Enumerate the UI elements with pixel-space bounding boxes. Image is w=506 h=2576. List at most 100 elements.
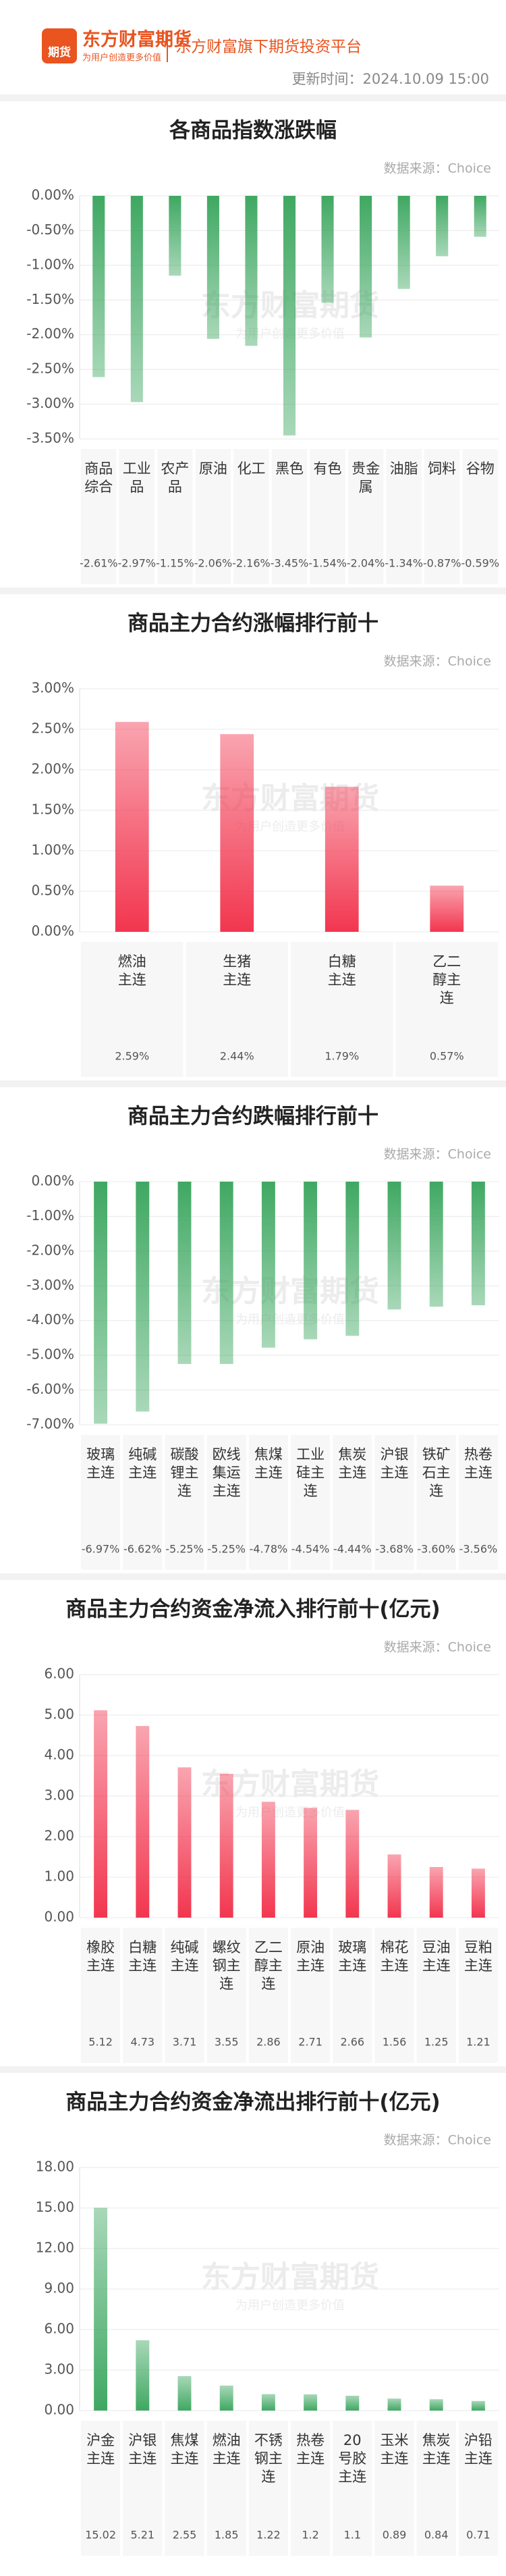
data-source: 数据来源：Choice [384,1640,491,1655]
bar [474,196,486,237]
label-cell [123,1928,163,2063]
label-cell [458,1928,498,2063]
bar [177,1182,192,1364]
x-tick-label: 农产品 [161,461,189,495]
x-tick-label: 沪银主连 [381,1446,409,1481]
x-tick-label: 玻璃主连 [338,1939,366,1974]
bar [471,2400,485,2411]
value-label: 2.71 [298,2036,322,2049]
label-cell [81,1928,121,2063]
y-tick-label: 1.00% [31,842,74,858]
y-tick-label: 5.00 [44,1706,74,1723]
label-cell [291,1928,331,2063]
value-label: -3.45% [271,557,309,570]
section-separator [0,1573,506,1580]
section-separator [0,2066,506,2073]
x-tick-label: 黑色 [275,461,304,477]
label-cell [248,1435,288,1570]
x-tick-label: 热卷主连 [296,2432,325,2467]
bar [206,196,219,339]
label-cell [123,1435,163,1570]
bar [471,1182,485,1306]
x-tick-label: 沪银主连 [128,2432,157,2467]
y-tick-label: -3.00% [26,1277,74,1293]
x-tick-label: 贵金属 [352,461,380,495]
value-label: 5.21 [130,2529,154,2542]
bar [436,196,449,257]
bar [219,2386,233,2411]
bar [136,1182,150,1412]
x-tick-label: 纯碱主连 [171,1939,199,1974]
value-label: 2.44% [220,1050,254,1063]
y-tick-label: 3.00 [44,1787,74,1804]
value-label: -1.15% [156,557,194,570]
label-cell [333,1435,372,1570]
label-cell [165,1928,204,2063]
y-tick-label: 1.50% [31,801,74,818]
bar [325,787,359,932]
label-cell [206,2421,246,2556]
bar [345,1810,360,1918]
bar [429,1182,443,1307]
label-cell [374,1435,414,1570]
x-tick-label: 焦煤主连 [171,2432,199,2467]
x-tick-label: 铁矿石主连 [422,1446,451,1499]
label-cell [347,449,384,584]
x-tick-label: 工业品 [123,461,151,495]
x-tick-label: 玉米主连 [381,2432,409,2467]
data-source: 数据来源：Choice [384,2133,491,2148]
value-label: 2.55 [173,2529,197,2542]
y-tick-label: 2.00% [31,761,74,777]
value-label: -2.06% [194,557,233,570]
x-tick-label: 焦炭主连 [338,1446,366,1481]
y-tick-label: 2.00 [44,1828,74,1844]
label-cell [291,1435,331,1570]
value-label: 3.55 [215,2036,239,2049]
y-tick-label: 0.00 [44,2402,74,2418]
charts: 各商品指数涨跌幅数据来源：Choice东方财富期货为用户创造更多价值0.00%-… [0,95,506,2556]
value-label: 0.71 [466,2529,490,2542]
x-tick-label: 白糖主连 [128,1939,157,1974]
bar [397,196,410,289]
label-cell [186,942,288,1077]
x-tick-label: 油脂 [390,461,418,477]
chart-title: 商品主力合约资金净流出排行前十(亿元) [65,2091,440,2115]
bar [283,196,296,436]
bar [177,2376,192,2411]
x-tick-label: 沪金主连 [86,2432,115,2467]
bar [136,1726,150,1918]
label-cell [248,1928,288,2063]
x-tick-label: 生猪主连 [223,953,251,988]
bar [429,1867,443,1918]
x-tick-label: 玻璃主连 [86,1446,115,1481]
x-tick-label: 棉花主连 [381,1939,409,1974]
label-cell [333,2421,372,2556]
y-tick-label: -1.00% [26,256,74,272]
x-tick-label: 豆油主连 [422,1939,451,1974]
value-label: -6.62% [123,1543,162,1556]
label-cell [416,1435,456,1570]
value-label: 3.71 [173,2036,197,2049]
label-cell [374,2421,414,2556]
value-label: -0.59% [461,557,499,570]
value-label: -4.78% [250,1543,288,1556]
y-tick-label: 9.00 [44,2280,74,2296]
bar [136,2340,150,2411]
section-separator [0,587,506,594]
x-tick-label: 焦炭主连 [422,2432,451,2467]
y-tick-label: 15.00 [36,2199,74,2215]
x-tick-label: 商品综合 [84,461,113,495]
value-label: 1.85 [215,2529,239,2542]
label-cell [81,449,117,584]
bar [94,1710,108,1918]
logo-icon [42,28,77,63]
value-label: -4.44% [333,1543,372,1556]
value-label: 1.21 [466,2036,490,2049]
label-cell [424,449,460,584]
value-label: -2.04% [347,557,385,570]
label-cell [123,2421,163,2556]
bar [94,2207,108,2411]
value-label: 2.66 [340,2036,364,2049]
y-tick-label: -2.00% [26,1242,74,1258]
